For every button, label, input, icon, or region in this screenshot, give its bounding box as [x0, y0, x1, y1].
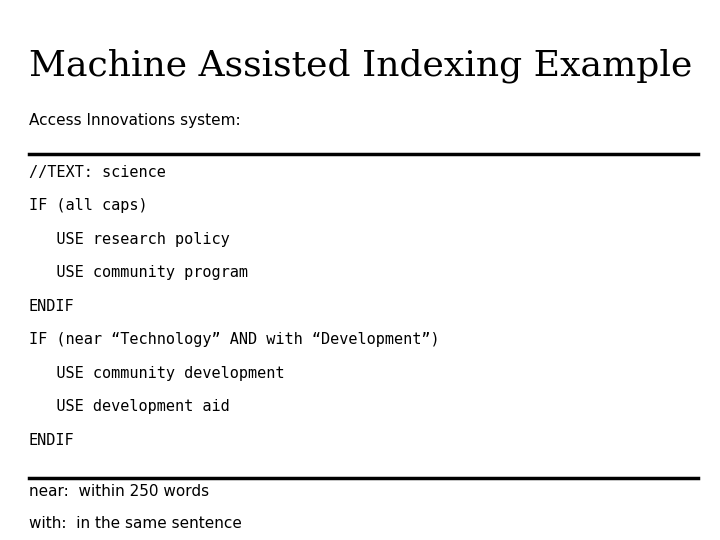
- Text: USE research policy: USE research policy: [29, 232, 230, 247]
- Text: IF (all caps): IF (all caps): [29, 198, 148, 213]
- Text: USE community program: USE community program: [29, 265, 248, 280]
- Text: ENDIF: ENDIF: [29, 299, 74, 314]
- Text: with:  in the same sentence: with: in the same sentence: [29, 516, 242, 531]
- Text: //TEXT: science: //TEXT: science: [29, 165, 166, 180]
- Text: Machine Assisted Indexing Example: Machine Assisted Indexing Example: [29, 49, 692, 83]
- Text: near:  within 250 words: near: within 250 words: [29, 484, 209, 500]
- Text: IF (near “Technology” AND with “Development”): IF (near “Technology” AND with “Developm…: [29, 332, 439, 347]
- Text: ENDIF: ENDIF: [29, 433, 74, 448]
- Text: USE development aid: USE development aid: [29, 399, 230, 414]
- Text: USE community development: USE community development: [29, 366, 284, 381]
- Text: Access Innovations system:: Access Innovations system:: [29, 113, 240, 129]
